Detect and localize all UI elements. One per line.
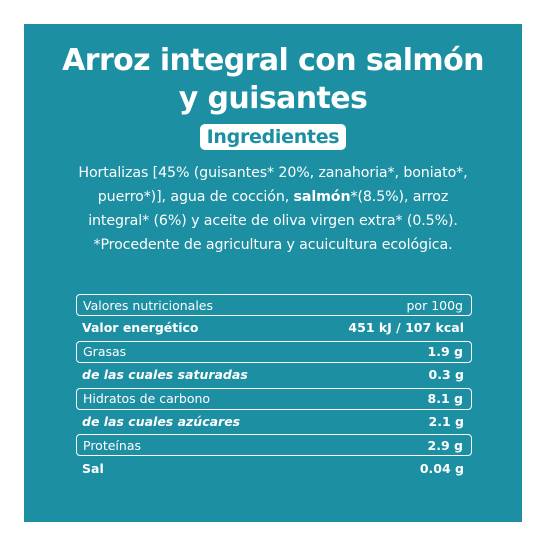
- nutrition-row-fat: Grasas 1.9 g: [76, 340, 472, 363]
- nutrition-row-energy: Valor energético 451 kJ / 107 kcal: [76, 317, 472, 339]
- nutrition-row-value: 8.1 g: [427, 391, 463, 407]
- nutrition-header-value: por 100g: [406, 297, 464, 313]
- ingredients-heading-badge: Ingredientes: [199, 124, 347, 150]
- nutrition-row-sugars: de las cuales azúcares 2.1 g: [76, 411, 472, 433]
- nutrition-row-label: Proteínas: [83, 437, 141, 453]
- product-title-line-1: Arroz integral con salmón: [62, 43, 484, 78]
- ingredients-line-2-end: *(8.5%), arroz: [350, 189, 449, 205]
- ingredients-heading-wrap: Ingredientes: [24, 124, 522, 150]
- nutrition-row-value: 1.9 g: [427, 344, 463, 360]
- nutrition-header-label: Valores nutricionales: [83, 297, 214, 313]
- nutrition-row-label: de las cuales azúcares: [82, 413, 241, 429]
- nutrition-row-salt: Sal 0.04 g: [76, 458, 472, 480]
- nutrition-row-value: 2.9 g: [427, 437, 463, 453]
- nutrition-row-value: 451 kJ / 107 kcal: [348, 320, 464, 336]
- nutrition-row-label: de las cuales saturadas: [82, 367, 248, 383]
- ingredients-highlight-salmon: salmón: [293, 189, 351, 205]
- ingredients-line-1: Hortalizas [45% (guisantes* 20%, zanahor…: [78, 165, 468, 181]
- nutrition-row-protein: Proteínas 2.9 g: [76, 434, 472, 457]
- nutrition-row-label: Valor energético: [82, 320, 199, 336]
- ingredients-text: Hortalizas [45% (guisantes* 20%, zanahor…: [36, 161, 510, 257]
- nutrition-row-label: Sal: [82, 460, 104, 476]
- ingredients-note: *Procedente de agricultura y acuicultura…: [93, 237, 453, 253]
- ingredients-line-2-start: puerro*)], agua de cocción,: [97, 189, 294, 205]
- ingredients-line-2: puerro*)], agua de cocción, salmón*(8.5%…: [36, 185, 510, 209]
- nutrition-row-label: Hidratos de carbono: [83, 391, 211, 407]
- nutrition-row-saturated: de las cuales saturadas 0.3 g: [76, 364, 472, 386]
- nutrition-row-value: 0.3 g: [428, 367, 464, 383]
- nutrition-table: Valores nutricionales por 100g Valor ene…: [76, 294, 472, 481]
- nutrition-header-row: Valores nutricionales por 100g: [76, 294, 472, 316]
- nutrition-row-label: Grasas: [83, 344, 127, 360]
- nutrition-label-panel: Arroz integral con salmón y guisantes In…: [24, 24, 522, 522]
- ingredients-line-3: integral* (6%) y aceite de oliva virgen …: [88, 213, 458, 229]
- nutrition-row-carbohydrates: Hidratos de carbono 8.1 g: [76, 387, 472, 410]
- product-title-line-2: y guisantes: [178, 81, 368, 116]
- nutrition-row-value: 2.1 g: [428, 413, 464, 429]
- nutrition-row-value: 0.04 g: [419, 460, 464, 476]
